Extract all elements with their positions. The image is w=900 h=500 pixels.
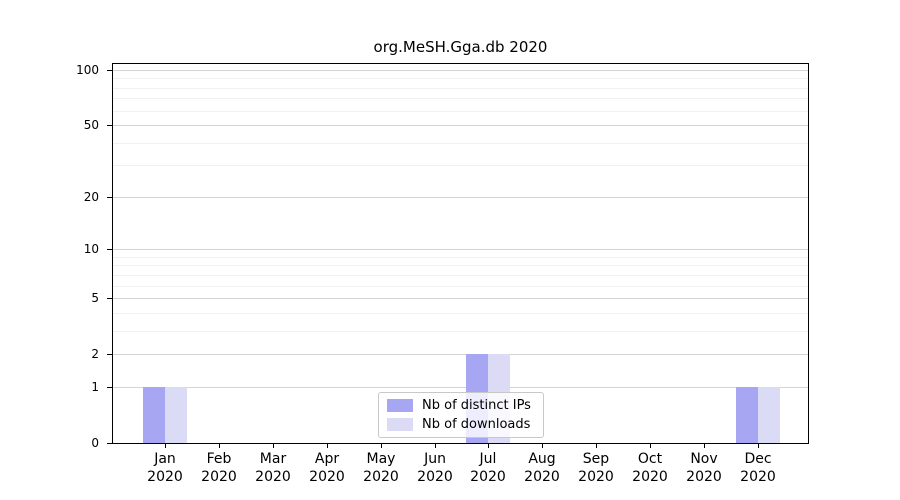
legend-item-downloads: Nb of downloads [387,416,535,432]
y-tick-mark [107,249,112,250]
x-tick-mark [542,444,543,448]
gridline-minor [113,143,808,144]
legend-item-distinct-ips: Nb of distinct IPs [387,397,535,413]
legend-label-downloads: Nb of downloads [422,416,531,432]
legend: Nb of distinct IPs Nb of downloads [378,392,544,438]
bar-downloads [758,387,780,443]
y-tick-label: 0 [91,436,99,450]
y-tick-mark [107,197,112,198]
gridline-minor [113,313,808,314]
gridline-major [113,125,808,126]
x-tick-mark [327,444,328,448]
legend-swatch-distinct-ips-icon [387,399,413,412]
x-tick-label: Apr 2020 [309,451,345,485]
bar-distinct-ips [736,387,758,443]
x-tick-label: Dec 2020 [740,451,776,485]
gridline-major [113,354,808,355]
x-tick-mark [758,444,759,448]
y-tick-label: 5 [91,291,99,305]
y-tick-label: 100 [76,63,99,77]
x-tick-mark [488,444,489,448]
legend-label-distinct-ips: Nb of distinct IPs [422,397,531,413]
x-tick-label: Nov 2020 [686,451,722,485]
gridline-minor [113,331,808,332]
x-tick-label: Jul 2020 [470,451,506,485]
x-tick-label: Aug 2020 [524,451,560,485]
y-tick-label: 1 [91,380,99,394]
gridline-minor [113,265,808,266]
gridline-minor [113,111,808,112]
x-tick-mark [704,444,705,448]
gridline-major [113,70,808,71]
x-tick-mark [165,444,166,448]
gridline-major [113,298,808,299]
y-tick-mark [107,298,112,299]
x-tick-label: May 2020 [363,451,399,485]
gridline-minor [113,165,808,166]
y-tick-label: 50 [83,118,99,132]
x-tick-mark [273,444,274,448]
bar-distinct-ips [143,387,165,443]
gridline-minor [113,88,808,89]
x-tick-mark [219,444,220,448]
x-tick-label: Jun 2020 [417,451,453,485]
chart-title: org.MeSH.Gga.db 2020 [373,38,548,56]
y-tick-label: 20 [83,190,99,204]
x-tick-mark [650,444,651,448]
y-tick-mark [107,70,112,71]
y-tick-label: 10 [83,242,99,256]
y-tick-mark [107,125,112,126]
legend-swatch-downloads-icon [387,418,413,431]
y-tick-mark [107,354,112,355]
x-tick-label: Feb 2020 [201,451,237,485]
x-tick-label: Mar 2020 [255,451,291,485]
gridline-minor [113,286,808,287]
bar-downloads [165,387,187,443]
x-tick-label: Sep 2020 [578,451,614,485]
gridline-minor [113,257,808,258]
x-tick-mark [435,444,436,448]
x-tick-mark [596,444,597,448]
x-tick-mark [381,444,382,448]
gridline-minor [113,275,808,276]
gridline-major [113,249,808,250]
gridline-minor [113,98,808,99]
y-tick-mark [107,443,112,444]
y-tick-mark [107,387,112,388]
x-tick-label: Jan 2020 [147,451,183,485]
gridline-major [113,387,808,388]
y-tick-label: 2 [91,347,99,361]
gridline-minor [113,78,808,79]
x-tick-label: Oct 2020 [632,451,668,485]
gridline-major [113,197,808,198]
